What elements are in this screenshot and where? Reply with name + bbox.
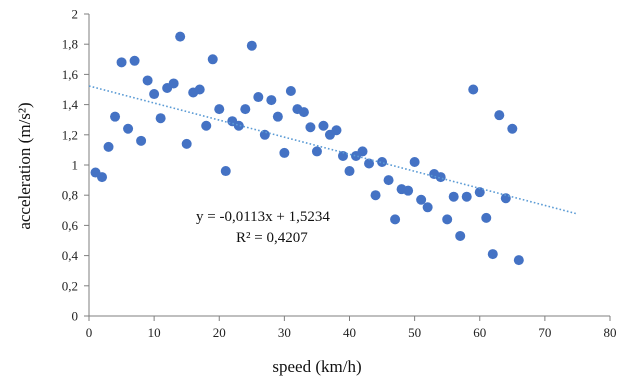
y-tick-label: 0,6 xyxy=(62,218,79,233)
data-point xyxy=(285,86,296,97)
data-point xyxy=(468,84,479,95)
data-point xyxy=(494,110,505,121)
trendline-equation: y = -0,0113x + 1,5234 xyxy=(196,209,330,225)
data-point xyxy=(487,249,498,260)
data-points xyxy=(90,31,524,266)
data-point xyxy=(136,135,147,146)
data-point xyxy=(123,123,134,134)
y-axis-title: acceleration (m/s²) xyxy=(15,102,34,229)
data-point xyxy=(181,138,192,149)
data-point xyxy=(207,54,218,65)
x-tick-label: 60 xyxy=(473,325,486,340)
data-point xyxy=(481,212,492,223)
y-tick-label: 0,4 xyxy=(62,248,79,263)
data-point xyxy=(233,120,244,131)
data-point xyxy=(461,191,472,202)
data-point xyxy=(97,172,108,183)
data-point xyxy=(422,202,433,213)
data-point xyxy=(240,104,251,115)
data-point xyxy=(513,255,524,266)
data-point xyxy=(175,31,186,42)
x-tick-label: 80 xyxy=(604,325,617,340)
data-point xyxy=(246,40,257,51)
y-tick-label: 0,2 xyxy=(62,278,78,293)
x-tick-label: 70 xyxy=(538,325,551,340)
y-tick-label: 0,8 xyxy=(62,188,78,203)
data-point xyxy=(311,146,322,157)
data-point xyxy=(149,89,160,100)
data-point xyxy=(442,214,453,225)
data-point xyxy=(448,191,459,202)
data-point xyxy=(331,125,342,136)
data-point xyxy=(390,214,401,225)
data-point xyxy=(337,150,348,161)
data-point xyxy=(377,156,388,167)
x-tick-label: 10 xyxy=(148,325,161,340)
trendline-r-squared: R² = 0,4207 xyxy=(236,230,308,246)
data-point xyxy=(507,123,518,134)
data-point xyxy=(220,166,231,177)
x-tick-label: 0 xyxy=(86,325,93,340)
data-point xyxy=(155,113,166,124)
x-tick-label: 50 xyxy=(408,325,421,340)
y-tick-label: 1,8 xyxy=(62,37,78,52)
y-tick-label: 1,6 xyxy=(62,67,79,82)
data-point xyxy=(318,120,329,131)
x-tick-label: 30 xyxy=(278,325,291,340)
data-point xyxy=(455,230,466,241)
y-tick-label: 1,4 xyxy=(62,97,79,112)
data-point xyxy=(129,55,140,66)
data-point xyxy=(409,156,420,167)
data-point xyxy=(253,92,264,103)
data-point xyxy=(383,175,394,186)
y-axis-ticks: 0 0,2 0,4 0,6 0,8 1 1,2 1,4 1,6 1,8 2 xyxy=(62,7,89,324)
y-tick-label: 2 xyxy=(72,7,79,22)
x-axis-ticks: 0 10 20 30 40 50 60 70 80 xyxy=(86,316,617,340)
x-tick-label: 20 xyxy=(213,325,226,340)
data-point xyxy=(266,95,277,106)
data-point xyxy=(298,107,309,118)
y-tick-label: 1 xyxy=(72,158,79,173)
y-tick-label: 1,2 xyxy=(62,127,78,142)
data-point xyxy=(357,146,368,157)
x-axis-title: speed (km/h) xyxy=(272,357,361,376)
data-point xyxy=(194,84,205,95)
data-point xyxy=(116,57,127,68)
data-point xyxy=(272,111,283,122)
data-point xyxy=(110,111,121,122)
data-point xyxy=(364,158,375,169)
data-point xyxy=(259,129,270,140)
data-point xyxy=(435,172,446,183)
x-tick-label: 40 xyxy=(343,325,356,340)
trendline xyxy=(88,85,578,215)
plot-area xyxy=(88,14,610,317)
data-point xyxy=(416,194,427,205)
data-point xyxy=(142,75,153,86)
data-point xyxy=(305,122,316,133)
data-point xyxy=(103,141,114,152)
data-point xyxy=(403,185,414,196)
y-tick-label: 0 xyxy=(72,309,79,324)
data-point xyxy=(214,104,225,115)
data-point xyxy=(344,166,355,177)
data-point xyxy=(279,147,290,158)
data-point xyxy=(168,78,179,89)
data-point xyxy=(370,190,381,201)
data-point xyxy=(201,120,212,131)
